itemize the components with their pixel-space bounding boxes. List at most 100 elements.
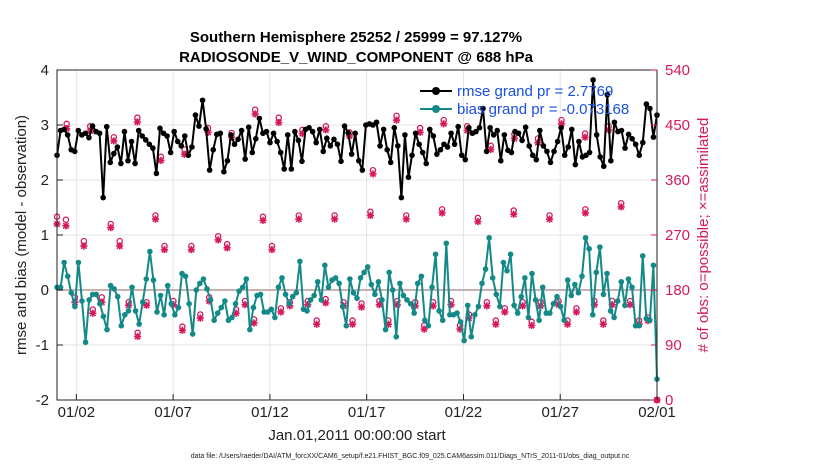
bias-point: [193, 287, 200, 293]
rmse-point: [611, 119, 618, 126]
bias-point: [579, 273, 585, 280]
obs-assimilated-marker: [214, 236, 222, 244]
obs-assimilated-stroke: [251, 110, 259, 118]
rmse-point: [508, 149, 515, 156]
bias-point: [311, 292, 317, 299]
obs-assimilated-marker: [196, 314, 204, 322]
bias-point: [118, 322, 125, 329]
obs-assimilated-stroke: [600, 320, 607, 328]
rmse-point: [395, 143, 401, 149]
rmse-point: [568, 126, 575, 133]
rmse-point: [380, 126, 387, 133]
bias-point: [647, 317, 653, 324]
rmse-point: [359, 167, 366, 173]
obs-assimilated-stroke: [528, 322, 535, 329]
rmse-point: [231, 141, 238, 148]
rmse-point: [182, 133, 188, 139]
obs-assimilated-stroke: [474, 218, 482, 225]
obs-assimilated-stroke: [492, 320, 500, 328]
y-axis-right-ticks: 0 90 180 270 360 450 540: [651, 62, 690, 409]
rmse-point: [558, 124, 564, 131]
bias-point: [439, 317, 446, 324]
bias-point: [364, 264, 371, 270]
obs-assimilated-marker-upper: [440, 120, 448, 128]
obs-assimilated-marker-upper: [133, 118, 141, 126]
obs-assimilated-marker: [313, 320, 321, 328]
bias-point: [211, 317, 217, 324]
rmse-point: [426, 126, 433, 133]
bias-point: [429, 284, 435, 291]
bias-point: [157, 292, 164, 299]
bias-point: [336, 280, 342, 287]
rmse-point: [277, 149, 284, 156]
bias-point: [243, 276, 250, 282]
rmse-point: [497, 157, 504, 164]
obs-assimilated-marker: [420, 325, 428, 333]
bias-point: [618, 278, 625, 285]
rmse-point: [228, 132, 234, 138]
bias-point: [104, 326, 110, 333]
bias-point: [461, 337, 467, 344]
rmse-point: [487, 124, 493, 131]
bias-point: [207, 297, 214, 303]
bias-point: [139, 299, 146, 305]
bias-point: [197, 280, 203, 287]
obs-assimilated-marker: [133, 332, 142, 341]
y-tick-label: 4: [41, 62, 49, 79]
bias-point: [129, 284, 135, 291]
rmse-point: [267, 139, 273, 146]
rmse-point: [139, 133, 146, 139]
y-tick-label: 2: [41, 172, 49, 189]
bias-point: [286, 300, 292, 307]
bias-point: [611, 314, 617, 321]
rmse-point: [355, 157, 362, 164]
bias-point: [529, 270, 535, 277]
gridlines: [57, 69, 658, 401]
rmse-point: [71, 148, 78, 155]
rmse-point: [483, 148, 490, 155]
bias-point: [639, 253, 646, 259]
rmse-point: [405, 174, 412, 181]
rmse-point: [526, 143, 532, 149]
bias-point: [486, 234, 492, 241]
obs-assimilated-stroke: [322, 126, 330, 134]
rmse-point: [636, 152, 643, 159]
obs-assimilated-marker: [501, 308, 509, 316]
rmse-point: [114, 144, 121, 150]
obs-assimilated-stroke: [546, 215, 553, 223]
rmse-point: [643, 101, 650, 107]
bias-point: [389, 287, 396, 293]
rmse-point: [423, 160, 430, 167]
bias-point: [68, 289, 75, 296]
bias-point: [275, 284, 282, 291]
rmse-point: [593, 132, 600, 138]
rmse-point: [64, 132, 71, 138]
obs-assimilated-stroke: [277, 308, 285, 316]
obs-assimilated-stroke: [322, 299, 329, 307]
bias-point: [397, 280, 403, 287]
rmse-point: [494, 127, 501, 134]
bias-point: [257, 291, 264, 298]
obs-assimilated-marker: [89, 309, 97, 317]
bias-point: [393, 333, 400, 340]
rmse-point: [107, 159, 114, 166]
rmse-point: [544, 148, 550, 155]
rmse-point: [466, 124, 472, 131]
obs-assimilated-marker: [357, 303, 366, 311]
obs-assimilated-stroke: [134, 118, 141, 126]
obs-assimilated-stroke: [367, 212, 374, 219]
rmse-point: [253, 135, 259, 142]
bias-point: [304, 308, 310, 314]
y-axis-ticks: -2 -1 0 1 2 3 4: [36, 62, 63, 409]
legend-label-rmse: rmse grand pr = 2.7769: [457, 83, 613, 100]
bias-point: [625, 276, 632, 282]
y-right-tick-label: 180: [665, 282, 690, 299]
bias-point: [132, 308, 139, 314]
obs-assimilated-stroke: [116, 242, 123, 250]
obs-assimilated-marker-upper: [157, 156, 165, 165]
rmse-point: [600, 163, 607, 170]
rmse-point: [437, 146, 444, 153]
bias-point: [418, 273, 425, 280]
rmse-point: [647, 105, 653, 112]
y-tick-label: -2: [36, 392, 49, 409]
